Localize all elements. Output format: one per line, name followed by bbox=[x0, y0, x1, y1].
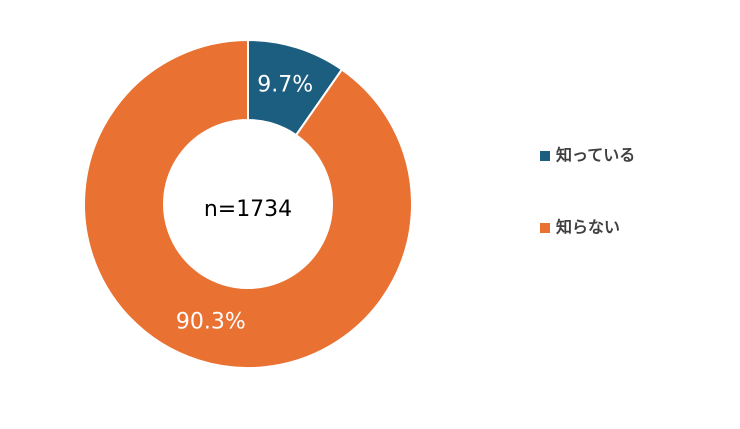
legend-label: 知らない bbox=[556, 218, 620, 237]
legend-label: 知っている bbox=[556, 146, 635, 165]
value-label: 90.3% bbox=[176, 309, 246, 334]
donut-slice bbox=[83, 38, 413, 369]
center-annotation: n=1734 bbox=[204, 197, 292, 222]
legend-swatch bbox=[540, 223, 550, 233]
legend-swatch bbox=[540, 151, 550, 161]
value-label: 9.7% bbox=[257, 73, 313, 98]
